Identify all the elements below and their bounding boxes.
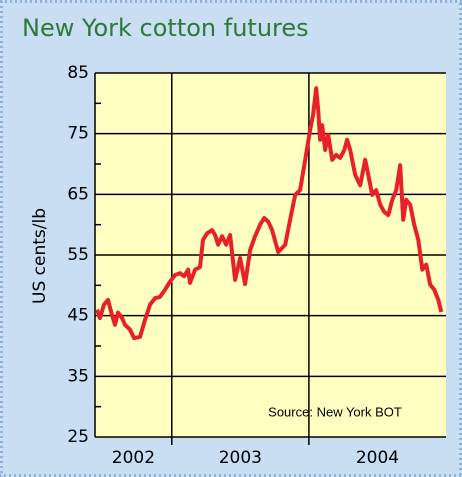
y-tick-label: 35 <box>67 366 89 386</box>
source-note: Source: New York BOT <box>268 404 402 419</box>
y-tick-label: 65 <box>67 184 89 204</box>
x-tick-label: 2003 <box>219 448 262 468</box>
y-tick-label: 45 <box>67 306 89 326</box>
y-tick-label: 55 <box>67 245 89 265</box>
y-tick-label: 85 <box>67 63 89 83</box>
x-tick-label: 2002 <box>112 448 155 468</box>
y-tick-label: 25 <box>67 427 89 447</box>
chart-title: New York cotton futures <box>22 14 309 42</box>
y-tick-label: 75 <box>67 124 89 144</box>
data-line <box>95 86 444 341</box>
x-tick-label: 2004 <box>356 448 399 468</box>
y-axis-label: US cents/lb <box>30 208 50 304</box>
